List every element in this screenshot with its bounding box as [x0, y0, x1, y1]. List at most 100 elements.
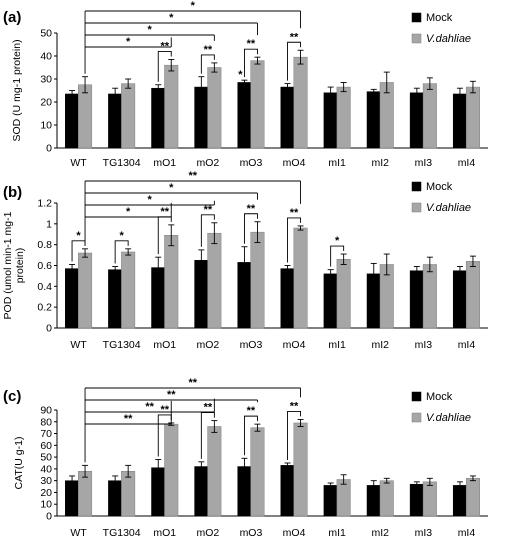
- bar-vdahliae: [207, 67, 222, 149]
- bar-mock: [108, 480, 123, 517]
- category-label: mI4: [458, 157, 476, 169]
- y-axis-label: CAT(U g-1): [13, 437, 25, 490]
- comparison-significance: *: [191, 0, 196, 12]
- pair-significance: **: [290, 31, 299, 43]
- category-label: mO2: [196, 527, 219, 539]
- bar-mock: [108, 269, 123, 329]
- category-label: mO3: [240, 157, 263, 169]
- bar-vdahliae: [164, 235, 179, 329]
- bar-vdahliae: [293, 422, 308, 517]
- bar-vdahliae: [78, 470, 93, 517]
- y-axis-label: SOD (U mg-1 protein): [11, 39, 23, 141]
- category-label: TG1304: [103, 527, 141, 539]
- category-label: mI4: [458, 339, 476, 351]
- bar-mock: [366, 91, 381, 149]
- legend-label-vdahliae: V.dahliae: [426, 33, 471, 45]
- legend-swatch-vdahliae: [411, 412, 422, 423]
- y-axis-label: POD (umol min-1 mg-1protein): [2, 211, 26, 319]
- pair-significance: **: [204, 402, 213, 414]
- comparison-significance: *: [169, 182, 174, 194]
- y-tick-label: 40: [40, 51, 52, 63]
- category-label: TG1304: [103, 339, 141, 351]
- bar-mock: [65, 480, 80, 517]
- bar-vdahliae: [250, 231, 265, 329]
- bar-vdahliae: [293, 56, 308, 149]
- bar-mock: [280, 86, 295, 149]
- bar-mock: [323, 485, 338, 517]
- bar-vdahliae: [207, 232, 222, 329]
- category-label: mI1: [328, 339, 346, 351]
- y-tick-label: 80: [40, 416, 52, 428]
- y-tick-label: 10: [40, 499, 52, 511]
- bar-vdahliae: [336, 479, 351, 517]
- y-tick-label: 0: [46, 143, 52, 155]
- pair-significance: *: [120, 230, 125, 242]
- pair-significance: **: [160, 404, 169, 416]
- y-tick-label: 30: [40, 475, 52, 487]
- legend-label-mock: Mock: [426, 12, 453, 24]
- category-label: TG1304: [103, 157, 141, 169]
- panel-label: (b): [3, 184, 22, 201]
- bar-mock: [151, 87, 166, 149]
- pair-bracket: [244, 48, 258, 78]
- bar-vdahliae: [78, 252, 93, 329]
- legend-label-mock: Mock: [426, 391, 453, 403]
- bar-mock: [409, 483, 424, 517]
- y-tick-label: 10: [40, 120, 52, 132]
- legend-swatch-vdahliae: [411, 33, 422, 44]
- pair-significance: **: [290, 207, 299, 219]
- panel-label: (c): [3, 388, 21, 405]
- comparison-significance: *: [126, 36, 131, 48]
- legend-swatch-mock: [411, 391, 422, 402]
- y-tick-label: 0.6: [37, 260, 52, 272]
- category-label: mI3: [415, 157, 433, 169]
- comparison-significance: *: [126, 206, 131, 218]
- category-label: mO3: [240, 339, 263, 351]
- y-tick-label: 90: [40, 405, 52, 417]
- pair-bracket: [244, 415, 258, 456]
- y-tick-label: 40: [40, 463, 52, 475]
- category-label: mO1: [153, 339, 176, 351]
- category-label: mO4: [283, 157, 306, 169]
- pair-bracket: [287, 41, 301, 81]
- comparison-significance: *: [169, 12, 174, 24]
- pair-significance: *: [76, 230, 81, 242]
- pair-bracket: [330, 245, 345, 267]
- y-tick-label: 50: [40, 452, 52, 464]
- bar-vdahliae: [78, 84, 93, 149]
- mock-significance: *: [238, 69, 243, 81]
- pair-bracket: [114, 240, 129, 264]
- pair-bracket: [287, 410, 301, 460]
- bar-vdahliae: [379, 480, 394, 517]
- y-tick-label: 0.8: [37, 239, 52, 251]
- bar-mock: [65, 268, 80, 329]
- category-label: WT: [70, 527, 87, 539]
- bar-mock: [323, 273, 338, 329]
- bar-vdahliae: [121, 83, 136, 149]
- bar-mock: [194, 466, 209, 517]
- comparison-significance: **: [167, 389, 176, 401]
- pair-significance: *: [335, 235, 340, 247]
- chart-panel-b: (b) 0 0.2 0.4 0.6 0.8 1 1.2 POD (umol min-1 mg-1…: [2, 170, 488, 351]
- y-tick-label: 30: [40, 74, 52, 86]
- category-label: mO3: [240, 527, 263, 539]
- bar-vdahliae: [207, 426, 222, 517]
- category-label: mO1: [153, 157, 176, 169]
- category-label: mO2: [196, 339, 219, 351]
- comparison-significance: **: [189, 377, 198, 389]
- category-label: mI1: [328, 157, 346, 169]
- category-label: mO1: [153, 527, 176, 539]
- category-label: mO4: [283, 339, 306, 351]
- bar-vdahliae: [293, 227, 308, 329]
- category-label: mI4: [458, 527, 476, 539]
- pair-significance: **: [247, 38, 256, 50]
- bar-mock: [323, 92, 338, 149]
- pair-significance: **: [247, 203, 256, 215]
- category-label: mO4: [283, 527, 306, 539]
- bar-vdahliae: [465, 261, 480, 329]
- panel-label: (a): [3, 9, 21, 26]
- category-label: WT: [70, 157, 87, 169]
- comparison-significance: **: [189, 170, 198, 182]
- bar-mock: [65, 93, 80, 149]
